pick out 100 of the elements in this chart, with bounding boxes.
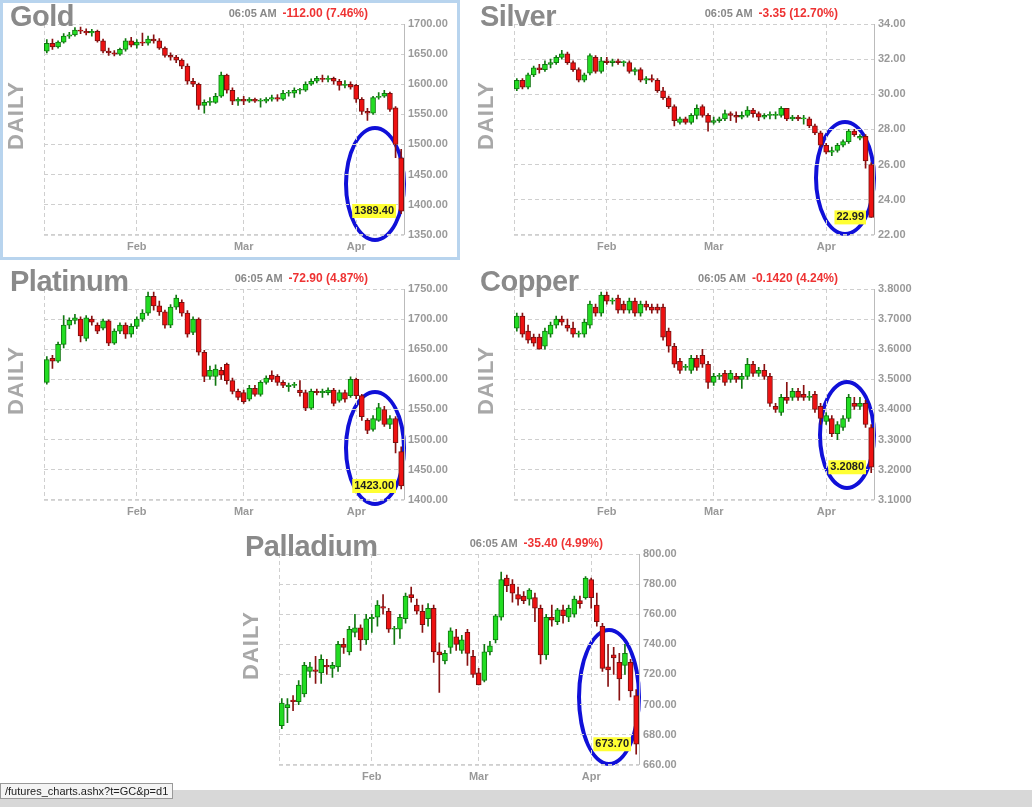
annotation: 22.99 [836, 210, 864, 223]
y-tick-label: 28.00 [878, 122, 906, 135]
y-tick-label: 1350.00 [408, 227, 448, 240]
annotation: 3.2080 [830, 460, 865, 473]
candlestick [111, 50, 118, 57]
chart-title: Copper [480, 265, 579, 298]
candlestick [285, 89, 292, 97]
candlestick [536, 64, 543, 74]
y-tick-label: 1600.00 [408, 372, 448, 385]
y-tick-label: 1650.00 [408, 342, 448, 355]
candlestick [290, 695, 296, 711]
y-tick-label: 26.00 [878, 157, 906, 170]
x-tick-label: Feb [362, 770, 382, 783]
candlestick [548, 604, 555, 627]
y-tick-label: 3.3000 [878, 432, 912, 445]
y-tick-label: 720.00 [643, 667, 677, 680]
x-tick-label: Feb [127, 240, 147, 253]
y-tick-label: 24.00 [878, 192, 906, 205]
candlestick [408, 586, 415, 603]
chart-title: Platinum [10, 265, 129, 298]
annotation: 1389.40 [354, 204, 394, 217]
y-axis-title: DAILY [473, 81, 499, 150]
chart-subtitle: 06:05 AM [698, 272, 746, 284]
x-tick-label: Apr [346, 505, 367, 518]
y-tick-label: 22.00 [878, 227, 906, 240]
y-axis-title: DAILY [473, 346, 499, 415]
y-tick-label: 1500.00 [408, 137, 448, 150]
chart-title: Palladium [245, 530, 378, 563]
candlestick [603, 57, 610, 65]
y-axis-title: DAILY [238, 611, 264, 680]
annotation: 1423.00 [354, 478, 394, 491]
text: -0.1420 (4.24%) [751, 271, 838, 285]
text: /futures_charts.ashx?t=GC&p=d1 [0, 783, 174, 799]
y-tick-label: 760.00 [643, 607, 677, 620]
x-tick-label: Apr [581, 770, 602, 783]
x-tick-label: Feb [597, 240, 617, 253]
text: -72.90 (4.87%) [288, 271, 368, 285]
y-tick-label: 3.1000 [878, 492, 912, 505]
chart-title: Silver [480, 0, 556, 33]
x-tick-label: Feb [597, 505, 617, 518]
y-tick-label: 3.5000 [878, 372, 912, 385]
candlestick [325, 75, 331, 83]
chart-title: Gold [10, 0, 75, 33]
x-tick-label: Apr [816, 505, 837, 518]
candlestick [240, 95, 247, 106]
y-tick-label: 1700.00 [408, 312, 448, 325]
y-tick-label: 1750.00 [408, 282, 448, 295]
candlestick [66, 32, 73, 39]
candlestick [783, 382, 790, 404]
candlestick [738, 372, 745, 389]
y-tick-label: 1400.00 [408, 492, 448, 505]
y-axis-title: DAILY [3, 346, 29, 415]
x-tick-label: Apr [816, 240, 837, 253]
y-tick-label: 740.00 [643, 637, 677, 650]
y-tick-label: 30.00 [878, 87, 906, 100]
x-tick-label: Mar [703, 505, 725, 518]
y-axis-title: DAILY [3, 81, 29, 150]
y-tick-label: 700.00 [643, 697, 677, 710]
y-tick-label: 1450.00 [408, 462, 448, 475]
x-tick-label: Mar [468, 770, 490, 783]
candlestick [800, 385, 807, 401]
text: -3.35 (12.70%) [758, 6, 838, 20]
candlestick [297, 380, 303, 397]
x-tick-label: Mar [233, 240, 255, 253]
candlestick [380, 594, 386, 615]
y-tick-label: 1700.00 [408, 17, 448, 30]
annotation: 673.70 [595, 737, 630, 750]
y-tick-label: 3.2000 [878, 462, 912, 475]
y-tick-label: 32.00 [878, 52, 906, 65]
y-tick-label: 660.00 [643, 757, 677, 770]
y-tick-label: 3.8000 [878, 282, 912, 295]
candlestick [800, 115, 807, 125]
candlestick [340, 637, 347, 654]
y-tick-label: 3.6000 [878, 342, 912, 355]
y-tick-label: 3.4000 [878, 402, 912, 415]
y-tick-label: 800.00 [643, 547, 677, 560]
chart-subtitle: 06:05 AM [234, 272, 283, 284]
candlestick [235, 97, 241, 106]
chart-subtitle: 06:05 AM [469, 537, 518, 549]
chart-subtitle: 06:05 AM [228, 7, 277, 19]
x-tick-label: Apr [346, 240, 367, 253]
y-tick-label: 680.00 [643, 727, 677, 740]
y-tick-label: 3.7000 [878, 312, 912, 325]
y-tick-label: 1650.00 [408, 47, 448, 60]
y-tick-label: 1600.00 [408, 77, 448, 90]
chart-subtitle: 06:05 AM [704, 7, 753, 19]
candlestick [733, 111, 740, 123]
y-tick-label: 34.00 [878, 17, 906, 30]
y-tick-label: 1550.00 [408, 107, 448, 120]
x-tick-label: Feb [127, 505, 147, 518]
text: -35.40 (4.99%) [523, 536, 603, 550]
text: -112.00 (7.46%) [282, 6, 368, 20]
x-tick-label: Mar [703, 240, 725, 253]
y-tick-label: 1550.00 [408, 402, 448, 415]
x-tick-label: Mar [233, 505, 255, 518]
candlestick [323, 659, 330, 675]
y-tick-label: 1500.00 [408, 432, 448, 445]
y-tick-label: 780.00 [643, 577, 677, 590]
y-tick-label: 1400.00 [408, 197, 448, 210]
y-tick-label: 1450.00 [408, 167, 448, 180]
